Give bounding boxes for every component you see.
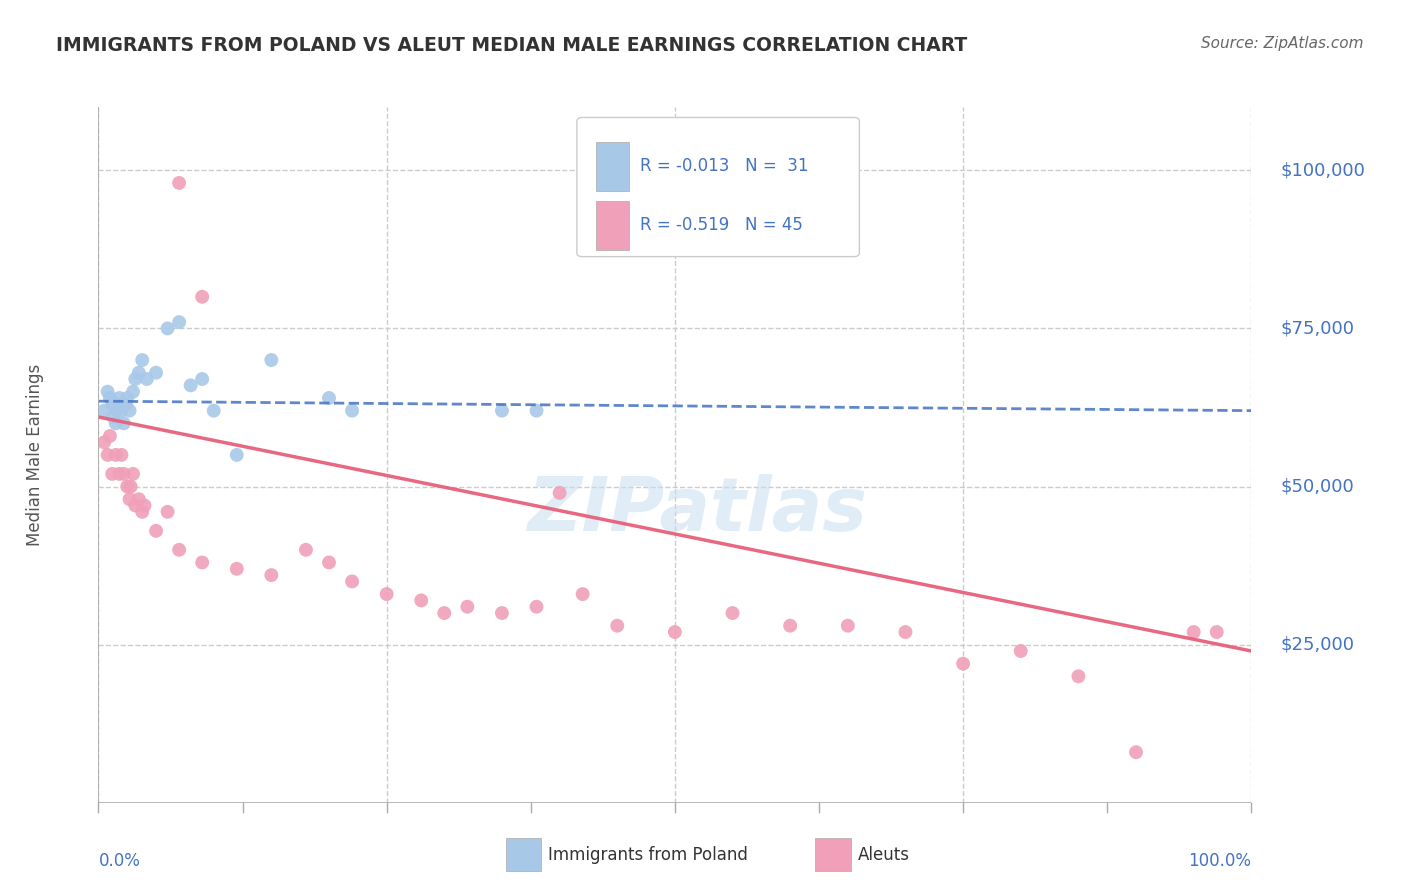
Point bbox=[124, 499, 146, 513]
Point bbox=[1182, 625, 1205, 640]
Point bbox=[664, 625, 686, 640]
Point bbox=[411, 593, 433, 607]
Text: $100,000: $100,000 bbox=[1279, 161, 1365, 179]
Text: Source: ZipAtlas.com: Source: ZipAtlas.com bbox=[1201, 36, 1364, 51]
Point bbox=[108, 391, 131, 405]
FancyBboxPatch shape bbox=[596, 201, 628, 250]
Point bbox=[118, 403, 141, 417]
Point bbox=[191, 556, 214, 570]
Point bbox=[110, 448, 132, 462]
Point bbox=[117, 391, 138, 405]
Text: Immigrants from Poland: Immigrants from Poland bbox=[548, 846, 748, 863]
Point bbox=[260, 353, 283, 368]
Point bbox=[104, 417, 127, 431]
Point bbox=[108, 467, 131, 481]
Text: Aleuts: Aleuts bbox=[858, 846, 910, 863]
Point bbox=[1067, 669, 1090, 683]
FancyBboxPatch shape bbox=[815, 838, 851, 871]
Point bbox=[98, 391, 121, 405]
Point bbox=[721, 606, 744, 620]
Point bbox=[112, 467, 135, 481]
Point bbox=[131, 353, 153, 368]
Point bbox=[167, 176, 190, 190]
Point bbox=[456, 599, 478, 614]
Text: 0.0%: 0.0% bbox=[98, 852, 141, 870]
Point bbox=[101, 397, 124, 411]
Point bbox=[107, 397, 129, 411]
Point bbox=[191, 372, 214, 386]
Point bbox=[202, 403, 225, 417]
Point bbox=[1010, 644, 1032, 658]
Point bbox=[340, 403, 363, 417]
Point bbox=[375, 587, 398, 601]
Point bbox=[145, 524, 167, 538]
Point bbox=[526, 599, 548, 614]
Point bbox=[156, 321, 179, 335]
Point bbox=[606, 618, 628, 632]
Point bbox=[225, 448, 247, 462]
FancyBboxPatch shape bbox=[576, 118, 859, 257]
Point bbox=[952, 657, 974, 671]
Point bbox=[122, 467, 145, 481]
Point bbox=[145, 366, 167, 380]
Point bbox=[128, 492, 150, 507]
Point bbox=[779, 618, 801, 632]
Text: Median Male Earnings: Median Male Earnings bbox=[25, 364, 44, 546]
Point bbox=[167, 542, 190, 557]
Text: R = -0.519   N = 45: R = -0.519 N = 45 bbox=[640, 217, 803, 235]
Point bbox=[295, 542, 318, 557]
Point bbox=[260, 568, 283, 582]
Point bbox=[1125, 745, 1147, 759]
Point bbox=[128, 366, 150, 380]
Point bbox=[1205, 625, 1227, 640]
Point bbox=[97, 448, 120, 462]
Point bbox=[491, 606, 513, 620]
Point bbox=[98, 429, 121, 443]
Text: R = -0.013   N =  31: R = -0.013 N = 31 bbox=[640, 157, 808, 175]
Point bbox=[894, 625, 917, 640]
Text: IMMIGRANTS FROM POLAND VS ALEUT MEDIAN MALE EARNINGS CORRELATION CHART: IMMIGRANTS FROM POLAND VS ALEUT MEDIAN M… bbox=[56, 36, 967, 54]
Point bbox=[101, 467, 124, 481]
FancyBboxPatch shape bbox=[596, 142, 628, 191]
FancyBboxPatch shape bbox=[506, 838, 541, 871]
Point bbox=[433, 606, 456, 620]
Point bbox=[491, 403, 513, 417]
Point bbox=[571, 587, 593, 601]
Point bbox=[93, 403, 115, 417]
Point bbox=[156, 505, 179, 519]
Point bbox=[120, 479, 142, 493]
Point bbox=[318, 556, 340, 570]
Point bbox=[105, 403, 128, 417]
Point bbox=[318, 391, 340, 405]
Point bbox=[93, 435, 115, 450]
Point bbox=[180, 378, 202, 392]
Point bbox=[124, 372, 146, 386]
Point bbox=[135, 372, 157, 386]
Point bbox=[118, 492, 141, 507]
Point bbox=[122, 384, 145, 399]
Point bbox=[112, 417, 135, 431]
Point bbox=[837, 618, 859, 632]
Point bbox=[340, 574, 363, 589]
Point bbox=[104, 448, 127, 462]
Text: $25,000: $25,000 bbox=[1279, 636, 1354, 654]
Point bbox=[115, 397, 138, 411]
Text: ZIPatlas: ZIPatlas bbox=[527, 474, 868, 547]
Point bbox=[526, 403, 548, 417]
Point bbox=[134, 499, 156, 513]
Point bbox=[191, 290, 214, 304]
Point bbox=[548, 486, 571, 500]
Point bbox=[103, 409, 125, 424]
Text: $75,000: $75,000 bbox=[1279, 319, 1354, 337]
Point bbox=[131, 505, 153, 519]
Text: 100.0%: 100.0% bbox=[1188, 852, 1251, 870]
Point bbox=[110, 403, 132, 417]
Text: $50,000: $50,000 bbox=[1279, 477, 1354, 496]
Point bbox=[117, 479, 138, 493]
Point bbox=[167, 315, 190, 329]
Point bbox=[225, 562, 247, 576]
Point bbox=[97, 384, 120, 399]
